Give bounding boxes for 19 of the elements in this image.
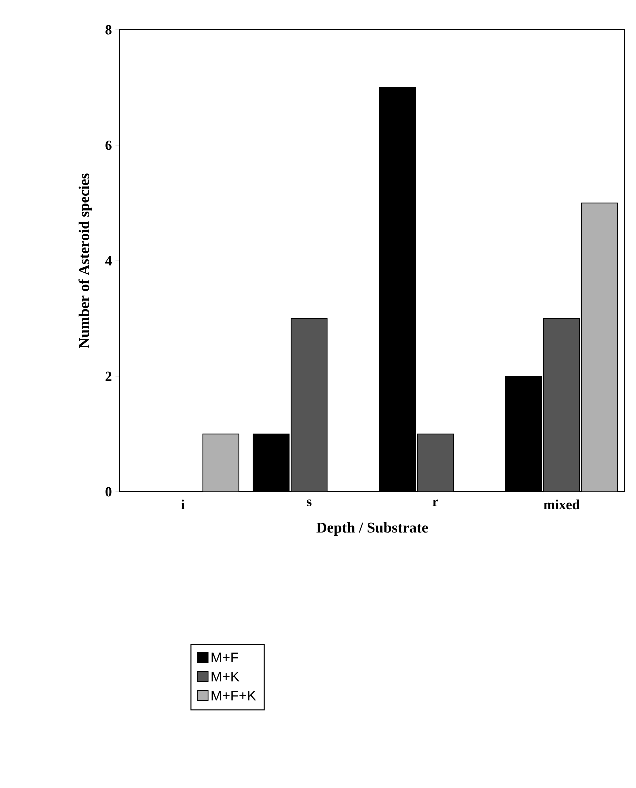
- y-tick-label: 0: [106, 487, 112, 497]
- legend-label: M+K: [212, 672, 240, 682]
- x-tick-label: r: [432, 500, 438, 506]
- x-axis-title: Depth / Substrate: [316, 522, 428, 536]
- bar: [291, 318, 328, 492]
- y-tick-label: 4: [105, 256, 112, 266]
- y-axis-title: Number of Asteroid species: [78, 174, 92, 348]
- bar: [418, 434, 454, 492]
- x-tick-label: s: [307, 500, 312, 506]
- y-tick-label: 2: [106, 372, 112, 382]
- y-tick-label: 6: [106, 140, 112, 150]
- bar: [203, 434, 240, 492]
- legend-label: M+F+K: [212, 691, 256, 701]
- x-tick-label: mixed: [544, 500, 580, 510]
- bar: [543, 318, 580, 492]
- x-tick-label: i: [182, 500, 185, 510]
- legend-label: M+F: [212, 652, 238, 663]
- bar: [581, 202, 618, 492]
- y-tick-label: 8: [106, 25, 112, 35]
